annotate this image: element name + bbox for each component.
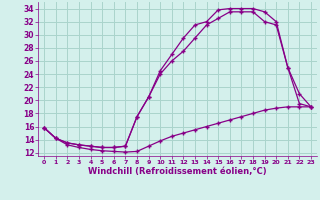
X-axis label: Windchill (Refroidissement éolien,°C): Windchill (Refroidissement éolien,°C)	[88, 167, 267, 176]
